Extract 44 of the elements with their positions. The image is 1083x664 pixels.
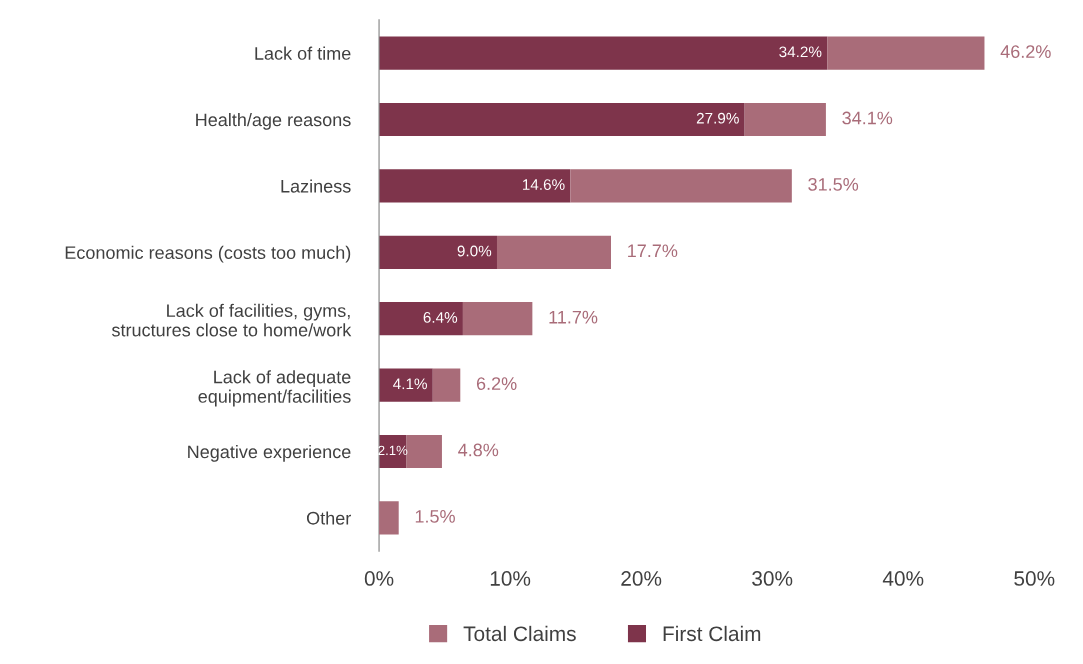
total-label: 34.1% xyxy=(842,111,893,125)
x-tick-label: 30% xyxy=(752,571,793,586)
y-tick-label: Negative experience xyxy=(188,444,351,462)
total-label: 31.5% xyxy=(808,177,859,191)
bar xyxy=(379,368,433,402)
x-tick-label: 20% xyxy=(621,571,662,586)
data-label: 14.6% xyxy=(522,179,565,191)
y-tick-label: Lack of facilities, gyms, structures close to home/work xyxy=(111,303,352,337)
data-label: 6.4% xyxy=(423,312,458,323)
y-tick-label: Lack of time xyxy=(255,46,351,60)
bar xyxy=(462,302,533,336)
total-label: 4.8% xyxy=(458,443,499,457)
x-tick-label: 0% xyxy=(364,571,394,586)
y-tick-label: Other xyxy=(306,511,351,525)
bar xyxy=(744,102,826,137)
total-label: 1.5% xyxy=(415,510,455,523)
bar xyxy=(379,169,571,203)
legend-label: Total Claims xyxy=(463,625,576,642)
data-label: 9.0% xyxy=(457,245,492,257)
bar xyxy=(379,302,463,336)
x-tick-label: 40% xyxy=(882,571,924,586)
x-tick-label: 50% xyxy=(1014,571,1055,586)
y-tick-label: Health/age reasons xyxy=(196,112,351,130)
legend-label: First Claim xyxy=(663,625,761,642)
bar xyxy=(827,36,985,70)
bar xyxy=(496,235,611,269)
y-tick-label: Lack of adequate equipment/facilities xyxy=(198,370,351,407)
bar xyxy=(570,169,792,203)
data-label: 34.2% xyxy=(779,46,822,58)
bar xyxy=(432,368,461,402)
bar xyxy=(379,235,497,269)
bar xyxy=(379,501,399,535)
total-label: 46.2% xyxy=(1000,45,1051,58)
y-tick-label: Laziness xyxy=(281,179,351,193)
bar xyxy=(379,36,828,70)
bar xyxy=(379,102,745,137)
x-tick-label: 10% xyxy=(490,571,531,586)
total-label: 6.2% xyxy=(476,377,517,390)
total-label: 17.7% xyxy=(628,244,678,258)
data-label: 27.9% xyxy=(696,112,739,124)
bar xyxy=(406,434,442,469)
data-label: 4.1% xyxy=(393,378,427,390)
total-label: 11.7% xyxy=(549,310,598,324)
y-tick-label: Economic reasons (costs too much) xyxy=(65,245,351,263)
